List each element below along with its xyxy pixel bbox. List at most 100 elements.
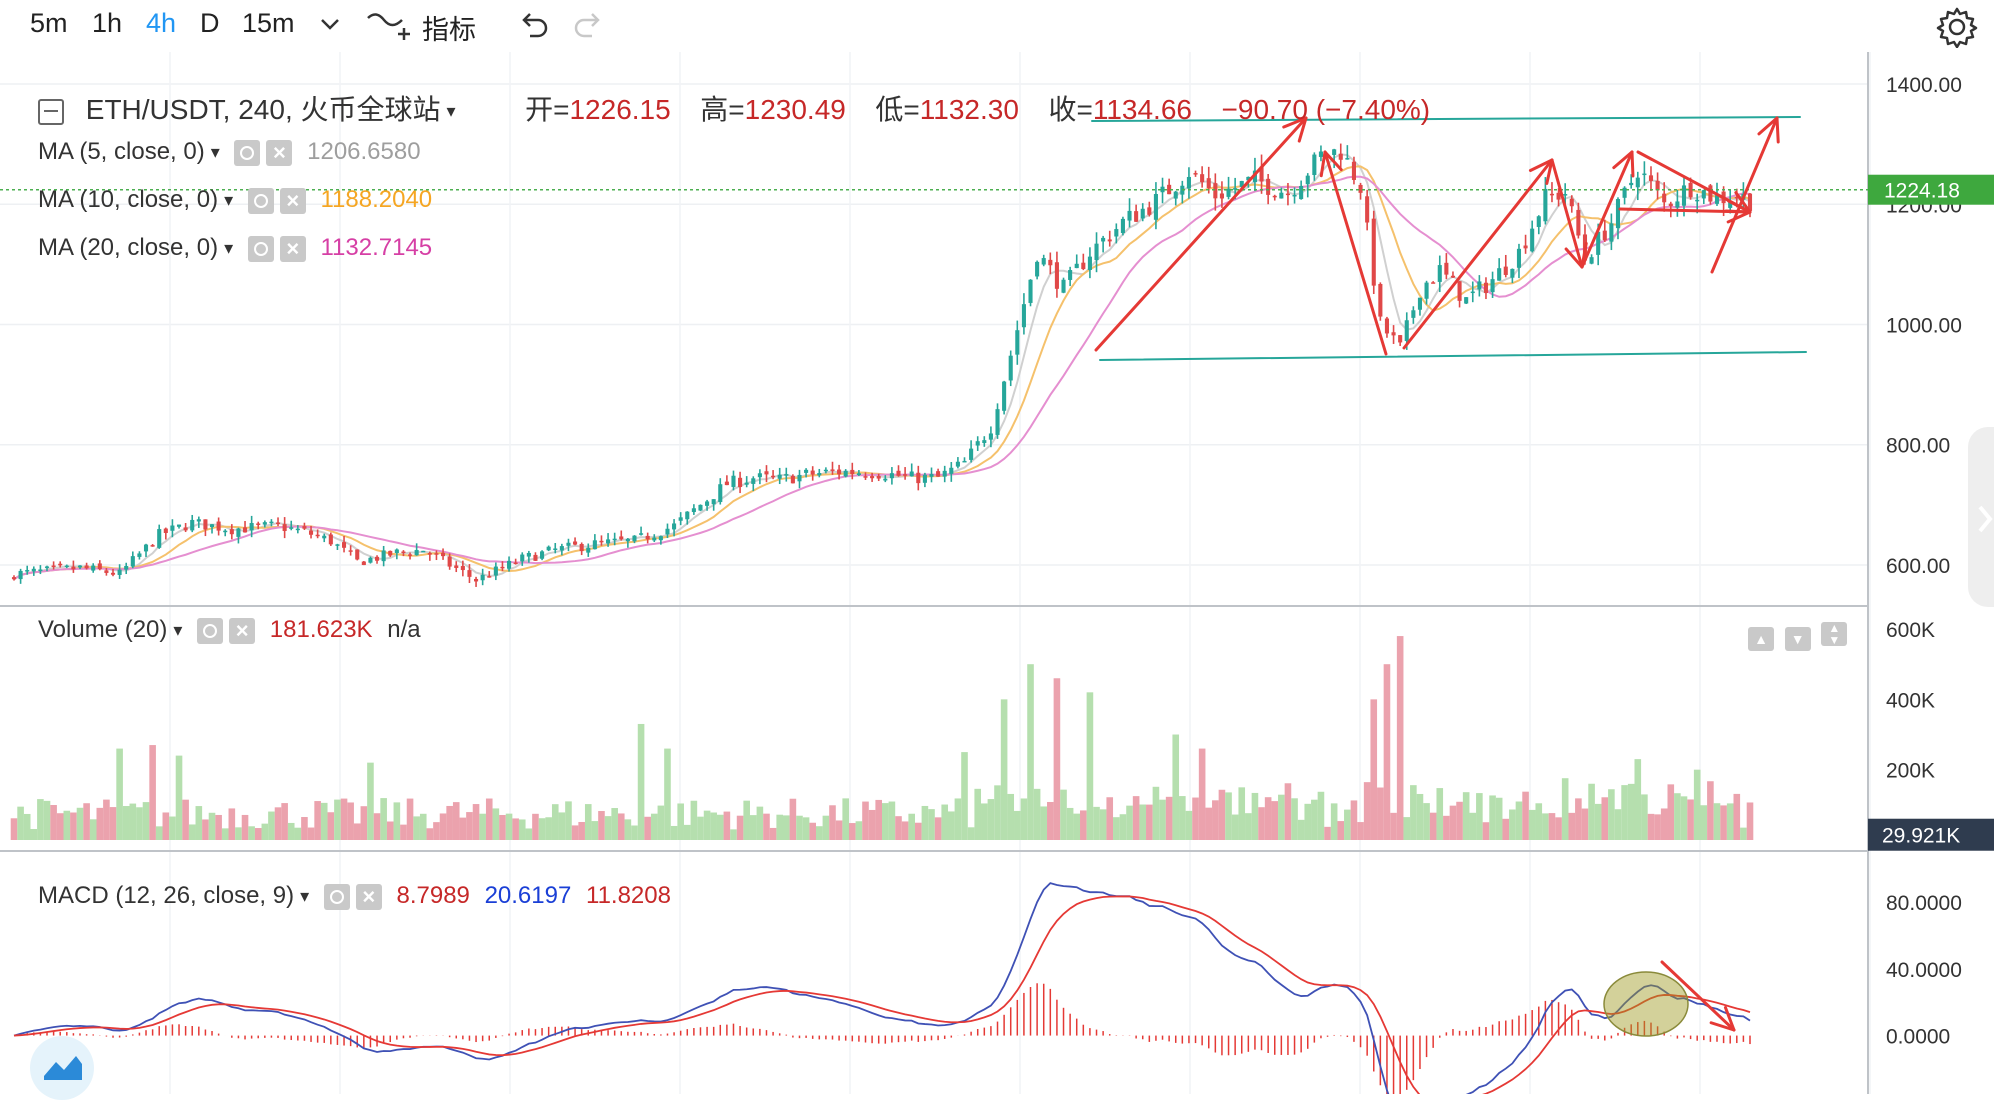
candles [0,143,1868,587]
move-down-icon[interactable]: ▼ [1784,627,1811,651]
settings-gear-icon[interactable] [1936,6,1978,53]
candle [1127,198,1132,228]
ma5-label[interactable]: MA (5, close, 0) [38,138,205,165]
timeframe-4h[interactable]: 4h [146,8,177,38]
close-icon[interactable]: × [229,617,256,644]
close-icon[interactable]: × [266,139,293,166]
chevron-down-icon[interactable]: ▾ [210,142,220,163]
eye-icon[interactable] [234,139,261,166]
eye-icon[interactable] [197,617,224,644]
close-icon[interactable]: × [279,235,306,262]
candle [434,550,439,561]
chart-area[interactable]: 600.00 800.00 1000.00 1200.00 1400.00 200K 400… [0,52,1994,1105]
eye-icon[interactable] [247,187,274,214]
undo-icon[interactable] [516,10,550,45]
scroll-right-handle[interactable] [1968,427,1994,607]
indicators-label[interactable]: 指标 [422,15,476,45]
candle-body [110,572,116,575]
chevron-down-icon[interactable]: ▾ [300,886,310,907]
timeframe-5m[interactable]: 5m [30,8,68,38]
volume-bar [1469,812,1477,840]
volume-bar [1185,810,1193,840]
candle-body [1437,265,1442,282]
candle [599,535,604,546]
ma20-label[interactable]: MA (20, close, 0) [38,234,219,261]
eye-icon[interactable] [247,235,274,262]
volume-bar [670,825,678,840]
symbol-title[interactable]: ETH/USDT, 240, 火币全球站 [85,94,441,125]
candle [797,469,802,489]
candle [77,565,83,570]
candle [1365,189,1370,231]
volume-bar [1350,800,1358,840]
candle-body [328,534,333,545]
move-up-icon[interactable]: ▲ [1748,627,1774,651]
volume-bar [314,801,321,840]
candle [612,532,617,546]
maximize-icon[interactable]: ▲ ▼ [1821,622,1848,646]
timeframe-15m[interactable]: 15m [242,8,295,38]
candle-body [229,529,234,535]
timeframe-1h[interactable]: 1h [92,8,123,38]
chevron-down-icon[interactable]: ▾ [446,101,456,122]
volume-bar [1693,769,1701,840]
candle [361,561,366,566]
volume-bar [994,785,1001,840]
volume-bar [901,821,909,840]
candle [223,529,228,537]
volume-bar [122,806,130,840]
chevron-down-icon[interactable] [318,14,342,39]
volume-label[interactable]: Volume (20) [38,616,168,643]
trend-arrow [1630,150,1635,178]
candle-body [533,554,538,561]
volume-bar [1555,817,1562,840]
candle [1655,172,1660,200]
candle-body [1021,304,1026,328]
candle-body [1503,266,1508,275]
candle [790,474,795,484]
candle [969,440,974,463]
chevron-down-icon[interactable]: ▾ [173,620,183,641]
candle-body [117,569,122,575]
indicator-icon[interactable] [366,8,414,53]
volume-bar [30,829,38,840]
candle-body [1160,186,1165,193]
chevron-down-icon[interactable]: ▾ [224,190,234,211]
candle [962,457,967,463]
candle [500,561,505,572]
macd-tick-label: 80.0000 [1886,892,1962,915]
close-icon[interactable]: × [355,883,382,910]
candle [315,529,320,539]
volume-bar [1581,808,1589,840]
volume-bar [307,827,315,840]
candle [685,511,690,525]
volume-bar [261,823,269,840]
candle-body [407,554,413,556]
candle-body [104,570,109,573]
chart-canvas[interactable]: 600.00800.001000.001200.001400.00200K400… [0,52,1994,1105]
timeframe-d[interactable]: D [200,8,220,38]
candle-body [916,472,921,484]
volume-bar [466,812,473,840]
ma10-label[interactable]: MA (10, close, 0) [38,186,219,213]
trend-arrow [1282,116,1308,129]
candle-body [1358,184,1363,193]
volume-bar [1377,787,1384,840]
volume-bar [419,813,427,840]
chevron-down-icon[interactable]: ▾ [224,238,234,259]
macd-tick-label: 0.0000 [1886,1026,1950,1049]
candle [731,470,736,491]
redo-icon[interactable] [572,10,606,45]
eye-icon[interactable] [323,883,350,910]
collapse-icon[interactable] [38,98,64,125]
candle [262,520,267,528]
macd-label[interactable]: MACD (12, 26, close, 9) [38,882,295,909]
candle [724,475,729,486]
candle-body [1490,279,1495,293]
volume-bar [1007,793,1015,840]
candle-body [1239,180,1244,187]
volume-bar [961,752,968,840]
close-icon[interactable]: × [279,187,306,214]
logo-icon[interactable] [30,1036,94,1100]
candle-body [1523,245,1528,249]
